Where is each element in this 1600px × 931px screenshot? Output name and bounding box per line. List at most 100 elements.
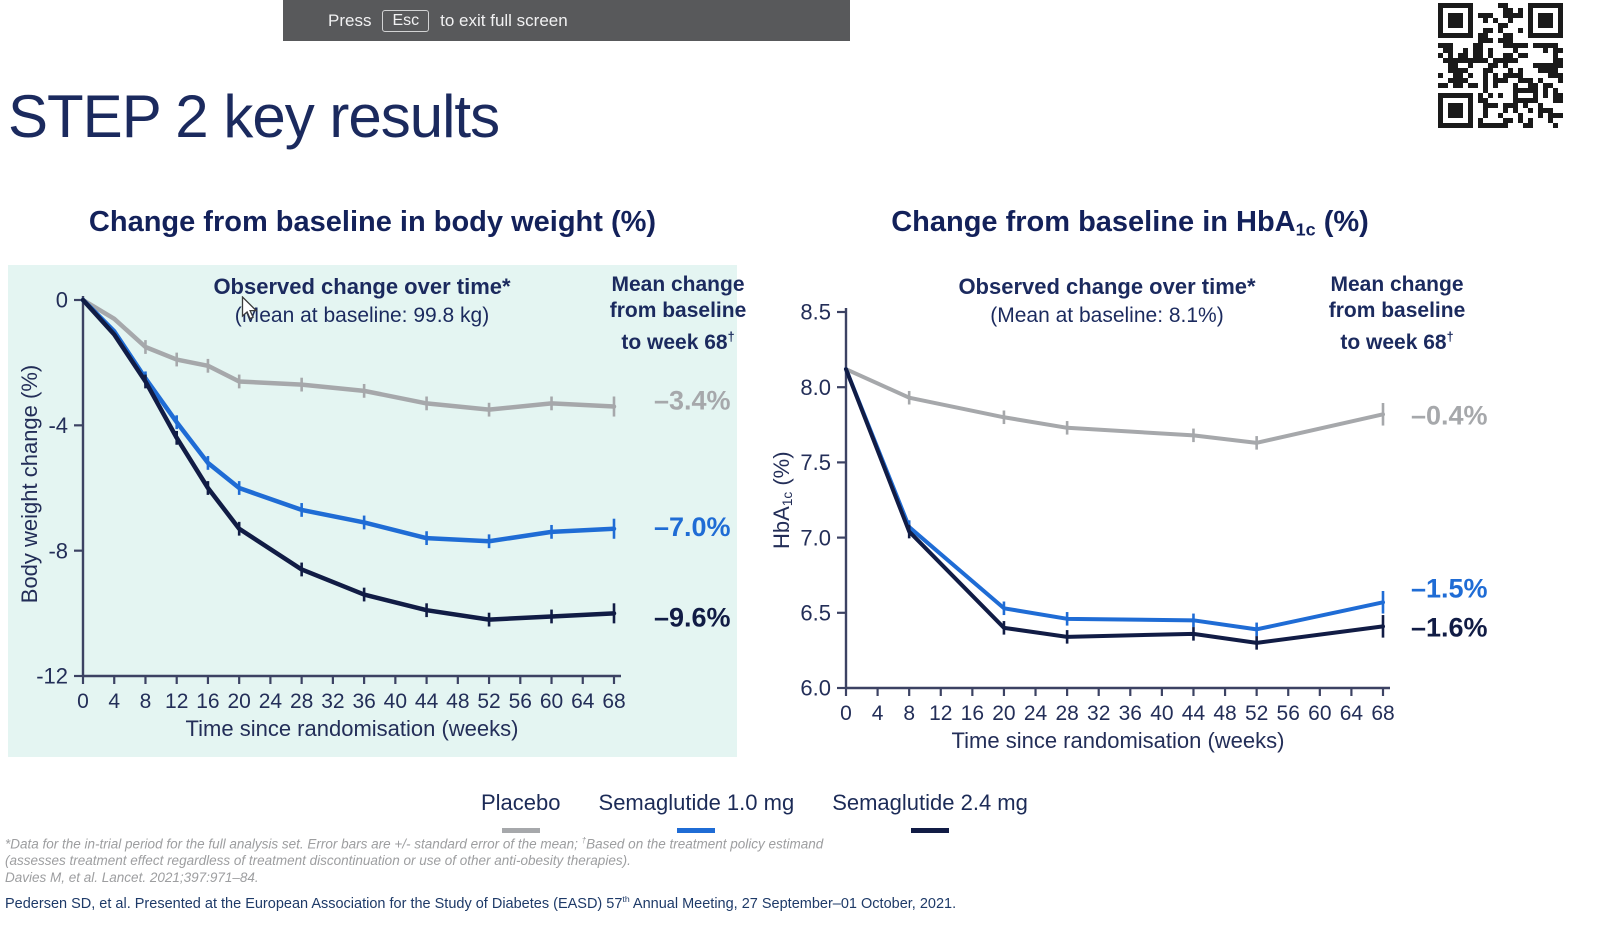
svg-text:4: 4 (872, 702, 884, 725)
svg-text:68: 68 (602, 690, 625, 713)
mean-change-header: Mean change from baseline to week 68† (608, 272, 748, 356)
mean-change-line3: to week 68† (1340, 330, 1454, 354)
legend-item-placebo: Placebo (481, 790, 561, 833)
legend-label: Semaglutide 2.4 mg (832, 790, 1028, 815)
observed-change-title: Observed change over time* (958, 274, 1256, 299)
svg-text:0: 0 (56, 288, 68, 313)
hba1c-title-sub: 1c (1295, 219, 1316, 240)
observed-change-title: Observed change over time* (213, 274, 511, 299)
body-weight-y-axis-label: Body weight change (%) (17, 364, 42, 604)
hba1c-chart: 8.58.07.57.06.56.00 4 8 12 16 20 24 28 32 36 40 44 4… (800, 300, 1488, 753)
mean-change-line1: Mean change (1330, 273, 1464, 296)
svg-text:36: 36 (352, 690, 375, 713)
reference-citation: Pedersen SD, et al. Presented at the Eur… (5, 894, 957, 912)
svg-text:20: 20 (227, 690, 250, 713)
mean-change-line1: Mean change (611, 273, 745, 296)
svg-text:-4: -4 (48, 413, 68, 438)
svg-text:32: 32 (1087, 702, 1110, 725)
svg-text:32: 32 (321, 690, 344, 713)
semaglutide-2-4-line-swatch (911, 828, 950, 833)
slide-title: STEP 2 key results (8, 83, 500, 150)
svg-text:–7.0%: –7.0% (654, 512, 731, 542)
svg-text:12: 12 (165, 690, 188, 713)
hba1c-chart-title: Change from baseline in HbA1c (%) (760, 206, 1500, 240)
svg-text:7.5: 7.5 (800, 450, 831, 475)
svg-text:4: 4 (108, 690, 120, 713)
svg-text:8: 8 (903, 702, 915, 725)
mouse-cursor-icon (241, 296, 258, 320)
svg-text:24: 24 (259, 690, 283, 713)
hba1c-title-tail: (%) (1315, 206, 1369, 238)
footnote-line-2: (assesses treatment effect regardless of… (5, 853, 631, 868)
mean-change-line2: from baseline (1328, 299, 1466, 322)
svg-text:40: 40 (1150, 702, 1173, 725)
svg-text:–1.5%: –1.5% (1411, 573, 1488, 603)
banner-suffix-label: to exit full screen (440, 10, 568, 30)
placebo-line-swatch (501, 828, 540, 833)
svg-text:12: 12 (929, 702, 952, 725)
mean-change-header: Mean change from baseline to week 68† (1327, 272, 1467, 356)
footnote-line-3: Davies M, et al. Lancet. 2021;397:971–84… (5, 870, 259, 885)
svg-text:52: 52 (1245, 702, 1268, 725)
svg-text:56: 56 (1277, 702, 1300, 725)
svg-text:–3.4%: –3.4% (654, 386, 731, 416)
hba1c-annotation: Observed change over time* (Mean at base… (887, 274, 1327, 328)
dagger-icon: † (727, 330, 735, 344)
svg-text:–0.4%: –0.4% (1411, 400, 1488, 430)
legend: Placebo Semaglutide 1.0 mg Semaglutide 2… (481, 790, 1028, 833)
semaglutide-1-0-line-swatch (677, 828, 716, 833)
legend-label: Semaglutide 1.0 mg (598, 790, 795, 815)
esc-key-badge: Esc (382, 9, 430, 32)
svg-text:8.5: 8.5 (800, 300, 831, 325)
banner-press-label: Press (328, 10, 372, 30)
svg-text:48: 48 (446, 690, 469, 713)
legend-label: Placebo (481, 790, 561, 815)
svg-text:44: 44 (415, 690, 439, 713)
svg-text:28: 28 (290, 690, 313, 713)
fullscreen-banner: Press Esc to exit full screen (283, 0, 850, 41)
svg-text:64: 64 (1340, 702, 1364, 725)
svg-text:28: 28 (1055, 702, 1078, 725)
svg-text:60: 60 (1308, 702, 1331, 725)
legend-item-semaglutide-1-0: Semaglutide 1.0 mg (598, 790, 795, 833)
svg-text:6.5: 6.5 (800, 601, 831, 626)
svg-text:40: 40 (384, 690, 407, 713)
svg-text:0: 0 (77, 690, 89, 713)
svg-text:52: 52 (477, 690, 500, 713)
svg-text:–1.6%: –1.6% (1411, 612, 1488, 642)
body-weight-chart-panel: 0 -4 -8 -12 0 4 8 12 16 20 24 28 32 36 40 44 48 52 56 60 64 6… (8, 265, 746, 757)
svg-text:68: 68 (1371, 702, 1394, 725)
footnote-line-1: *Data for the in-trial period for the fu… (5, 836, 824, 852)
svg-text:8.0: 8.0 (800, 375, 831, 400)
dagger-icon: † (581, 836, 587, 845)
svg-text:56: 56 (509, 690, 532, 713)
legend-item-semaglutide-2-4: Semaglutide 2.4 mg (832, 790, 1028, 833)
hba1c-chart-panel: 8.5 8.0 7.5 7.0 6.5 6.0 0 4 8 12 16 20 24 28 32 36 40 44 4… (760, 265, 1500, 757)
svg-text:16: 16 (961, 702, 984, 725)
svg-text:7.0: 7.0 (800, 525, 831, 550)
hba1c-y-axis-label: HbA1c (%) (768, 451, 796, 549)
svg-text:48: 48 (1213, 702, 1236, 725)
svg-text:-8: -8 (48, 538, 68, 563)
svg-text:24: 24 (1024, 702, 1048, 725)
mean-at-baseline-label: (Mean at baseline: 99.8 kg) (234, 304, 490, 327)
body-weight-chart: 0-4-8-120 4 8 12 16 20 24 28 32 36 40 44 48 52 56 60 64 6… (36, 288, 731, 741)
mean-change-line2: from baseline (609, 299, 747, 322)
mean-change-line3: to week 68† (621, 330, 735, 354)
qr-code (1438, 3, 1563, 128)
hba1c-title-main: Change from baseline in HbA (891, 206, 1296, 238)
svg-text:60: 60 (540, 690, 563, 713)
dagger-icon: † (1446, 330, 1454, 344)
svg-text:–9.6%: –9.6% (654, 602, 731, 632)
svg-text:0: 0 (840, 702, 852, 725)
svg-text:-12: -12 (36, 664, 68, 689)
svg-text:44: 44 (1182, 702, 1206, 725)
svg-text:8: 8 (140, 690, 152, 713)
svg-text:20: 20 (992, 702, 1015, 725)
svg-text:Time since randomisation (week: Time since randomisation (weeks) (952, 728, 1285, 753)
svg-text:Time since randomisation (week: Time since randomisation (weeks) (186, 716, 519, 741)
body-weight-chart-title: Change from baseline in body weight (%) (88, 206, 657, 238)
svg-text:6.0: 6.0 (800, 676, 831, 701)
mean-at-baseline-label: (Mean at baseline: 8.1%) (990, 304, 1224, 327)
